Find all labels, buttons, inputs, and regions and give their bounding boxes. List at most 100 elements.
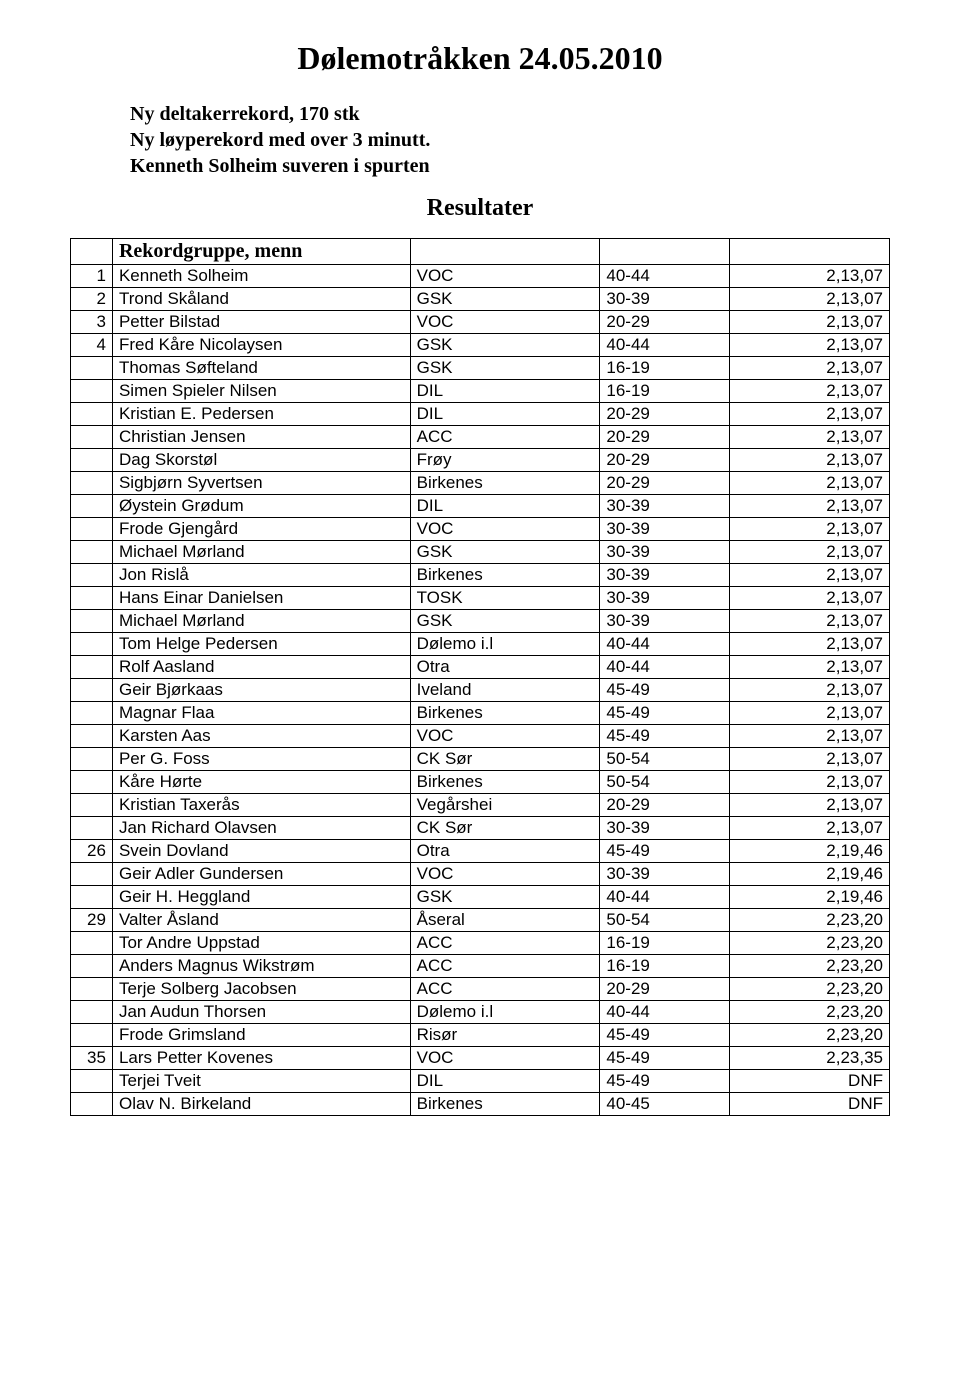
cell-age: 50-54 [600,771,730,794]
table-row: Rolf AaslandOtra40-442,13,07 [71,656,890,679]
table-row: 29Valter ÅslandÅseral50-542,23,20 [71,909,890,932]
cell-age: 16-19 [600,932,730,955]
cell-name: Terjei Tveit [112,1070,410,1093]
cell-age: 50-54 [600,748,730,771]
cell-rank [71,955,113,978]
cell-rank [71,403,113,426]
cell-time: 2,13,07 [730,403,890,426]
cell-time: 2,13,07 [730,679,890,702]
cell-club: DIL [410,403,600,426]
cell-name: Olav N. Birkeland [112,1093,410,1116]
cell-name: Michael Mørland [112,541,410,564]
cell-name: Sigbjørn Syvertsen [112,472,410,495]
cell-club: Åseral [410,909,600,932]
cell-age: 45-49 [600,1070,730,1093]
table-row: Simen Spieler NilsenDIL16-192,13,07 [71,380,890,403]
cell-rank [71,679,113,702]
cell-name: Rolf Aasland [112,656,410,679]
cell-club: DIL [410,1070,600,1093]
cell-name: Geir Adler Gundersen [112,863,410,886]
intro-block: Ny deltakerrekord, 170 stk Ny løyperekor… [130,101,890,179]
cell-name: Dag Skorstøl [112,449,410,472]
cell-time: 2,23,20 [730,1024,890,1047]
cell-club: TOSK [410,587,600,610]
cell-rank [71,472,113,495]
cell-age: 20-29 [600,403,730,426]
cell-time: 2,23,20 [730,978,890,1001]
cell-age: 40-45 [600,1093,730,1116]
cell-club: Otra [410,840,600,863]
cell-rank [71,1024,113,1047]
cell-rank [71,587,113,610]
table-row: Karsten AasVOC45-492,13,07 [71,725,890,748]
cell-club: Birkenes [410,564,600,587]
cell-time: 2,13,07 [730,702,890,725]
cell-blank [71,239,113,265]
cell-rank [71,978,113,1001]
cell-club: Otra [410,656,600,679]
cell-age: 30-39 [600,863,730,886]
cell-time: 2,13,07 [730,518,890,541]
cell-club: ACC [410,426,600,449]
cell-rank [71,748,113,771]
cell-age: 20-29 [600,978,730,1001]
table-row: Sigbjørn SyvertsenBirkenes20-292,13,07 [71,472,890,495]
cell-club: DIL [410,380,600,403]
cell-rank [71,357,113,380]
cell-club: Dølemo i.l [410,1001,600,1024]
cell-age: 30-39 [600,518,730,541]
cell-time: 2,13,07 [730,426,890,449]
cell-time: 2,13,07 [730,334,890,357]
cell-age: 40-44 [600,334,730,357]
cell-rank [71,380,113,403]
cell-name: Terje Solberg Jacobsen [112,978,410,1001]
cell-rank [71,1093,113,1116]
cell-age: 16-19 [600,357,730,380]
cell-rank [71,656,113,679]
table-row: Terje Solberg JacobsenACC20-292,23,20 [71,978,890,1001]
table-row: Olav N. BirkelandBirkenes40-45DNF [71,1093,890,1116]
cell-age: 20-29 [600,311,730,334]
cell-club: ACC [410,932,600,955]
cell-name: Magnar Flaa [112,702,410,725]
cell-age: 40-44 [600,1001,730,1024]
cell-age: 45-49 [600,840,730,863]
cell-club: GSK [410,357,600,380]
cell-age: 45-49 [600,725,730,748]
cell-time: 2,13,07 [730,610,890,633]
table-row: 4Fred Kåre NicolaysenGSK40-442,13,07 [71,334,890,357]
cell-time: DNF [730,1070,890,1093]
cell-club: VOC [410,1047,600,1070]
cell-time: 2,13,07 [730,656,890,679]
cell-rank [71,541,113,564]
cell-rank [71,725,113,748]
cell-club: Birkenes [410,1093,600,1116]
table-row: Terjei TveitDIL45-49DNF [71,1070,890,1093]
cell-name: Per G. Foss [112,748,410,771]
cell-club: Iveland [410,679,600,702]
cell-blank [600,239,730,265]
cell-club: ACC [410,955,600,978]
cell-time: 2,19,46 [730,863,890,886]
cell-time: 2,19,46 [730,840,890,863]
cell-time: 2,13,07 [730,495,890,518]
cell-age: 40-44 [600,886,730,909]
cell-club: ACC [410,978,600,1001]
table-row: Anders Magnus WikstrømACC16-192,23,20 [71,955,890,978]
table-row: Thomas SøftelandGSK16-192,13,07 [71,357,890,380]
cell-club: VOC [410,725,600,748]
cell-name: Geir Bjørkaas [112,679,410,702]
cell-blank [730,239,890,265]
cell-time: 2,13,07 [730,817,890,840]
table-row: Geir Adler GundersenVOC30-392,19,46 [71,863,890,886]
cell-club: GSK [410,288,600,311]
table-row: Michael MørlandGSK30-392,13,07 [71,610,890,633]
table-row: Tor Andre UppstadACC16-192,23,20 [71,932,890,955]
cell-rank [71,1070,113,1093]
table-row: Øystein GrødumDIL30-392,13,07 [71,495,890,518]
cell-club: Frøy [410,449,600,472]
cell-club: Dølemo i.l [410,633,600,656]
cell-rank [71,495,113,518]
cell-age: 45-49 [600,702,730,725]
cell-club: VOC [410,518,600,541]
